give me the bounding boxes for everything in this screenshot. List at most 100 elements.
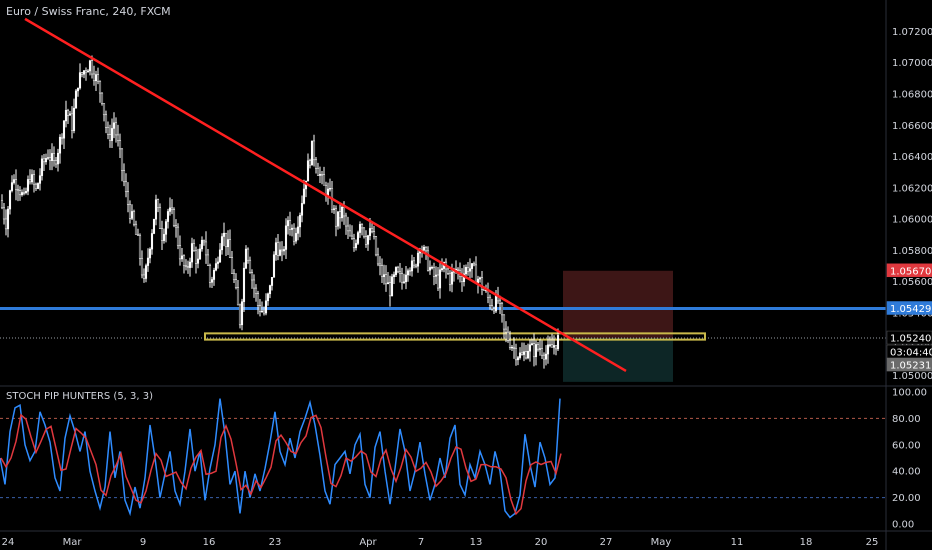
candle-body bbox=[518, 352, 522, 358]
candle-body bbox=[58, 136, 62, 154]
candle-body bbox=[36, 183, 40, 189]
candle-body bbox=[260, 310, 264, 313]
time-tick-label: 9 bbox=[140, 537, 146, 548]
price-tick-label: 1.06400 bbox=[892, 152, 932, 163]
candle-body bbox=[392, 274, 396, 278]
support-zone bbox=[204, 332, 706, 341]
candle-body bbox=[314, 159, 318, 169]
candle-body bbox=[478, 277, 482, 280]
candle-body bbox=[2, 207, 6, 220]
time-tick-label: 24 bbox=[2, 537, 15, 548]
price-tag-label: 1.05670 bbox=[890, 266, 931, 277]
candle-body bbox=[242, 267, 246, 302]
price-tag-label: 03:04:40 bbox=[890, 348, 932, 359]
candle-body bbox=[342, 206, 346, 217]
candle-body bbox=[98, 80, 102, 94]
candle-body bbox=[308, 160, 312, 166]
candle-body bbox=[80, 72, 84, 75]
candle-body bbox=[244, 248, 248, 269]
candle-body bbox=[172, 209, 176, 226]
candle-body bbox=[440, 268, 444, 271]
candle-body bbox=[206, 254, 210, 266]
candle-body bbox=[16, 189, 20, 191]
candle-body bbox=[120, 148, 124, 171]
candle-body bbox=[184, 265, 188, 267]
candle-body bbox=[300, 203, 304, 216]
candle-body bbox=[384, 274, 388, 285]
candle-body bbox=[176, 226, 180, 246]
price-tick-label: 1.06800 bbox=[892, 89, 932, 100]
candle-body bbox=[354, 243, 358, 249]
price-tick-label: 1.05600 bbox=[892, 277, 932, 288]
candle-body bbox=[112, 122, 116, 129]
candle-body bbox=[344, 215, 348, 227]
candle-body bbox=[186, 266, 190, 268]
candle-body bbox=[404, 274, 408, 283]
stoch-tick-label: 20.00 bbox=[892, 493, 921, 504]
candle-body bbox=[510, 346, 514, 349]
candle-body bbox=[62, 120, 66, 139]
candle-body bbox=[126, 191, 130, 205]
candle-body bbox=[352, 238, 356, 249]
candle-body bbox=[400, 273, 404, 283]
candle-body bbox=[236, 287, 240, 306]
candle-body bbox=[224, 232, 228, 248]
candle-body bbox=[410, 260, 414, 272]
candle-body bbox=[64, 110, 68, 122]
candle-body bbox=[92, 73, 96, 82]
candle-body bbox=[82, 70, 86, 75]
candle-body bbox=[226, 239, 230, 248]
candle-body bbox=[212, 269, 216, 280]
candle-body bbox=[290, 227, 294, 230]
candle-body bbox=[292, 227, 296, 242]
candle-body bbox=[424, 246, 428, 252]
candle-body bbox=[22, 192, 26, 194]
candle-body bbox=[142, 274, 146, 279]
candle-body bbox=[130, 211, 134, 219]
candle-body bbox=[360, 224, 364, 229]
candle-body bbox=[72, 107, 76, 131]
candle-body bbox=[512, 346, 516, 349]
candle-body bbox=[88, 60, 92, 72]
candle-body bbox=[312, 140, 316, 161]
candle-body bbox=[302, 188, 306, 204]
time-tick-label: May bbox=[651, 537, 672, 548]
candle-body bbox=[430, 267, 434, 269]
candle-body bbox=[152, 218, 156, 234]
candle-body bbox=[506, 331, 510, 341]
candle-body bbox=[482, 288, 486, 291]
candle-body bbox=[106, 127, 110, 135]
candle-body bbox=[414, 264, 418, 267]
candle-body bbox=[198, 248, 202, 260]
candle-body bbox=[240, 301, 244, 326]
candle-body bbox=[408, 270, 412, 272]
candle-body bbox=[204, 241, 208, 256]
downtrend-line bbox=[24, 17, 627, 372]
candle-body bbox=[514, 348, 518, 361]
time-tick-label: 16 bbox=[203, 537, 216, 548]
candle-body bbox=[38, 175, 42, 184]
candle-body bbox=[446, 268, 450, 274]
stoch-tick-label: 0.00 bbox=[892, 520, 914, 531]
candle-body bbox=[34, 183, 38, 189]
candle-body bbox=[208, 265, 212, 283]
time-tick-label: 7 bbox=[418, 537, 424, 548]
candle-body bbox=[54, 160, 58, 165]
candle-body bbox=[394, 267, 398, 275]
candle-body bbox=[190, 243, 194, 263]
candle-body bbox=[128, 204, 132, 219]
candle-body bbox=[472, 263, 476, 266]
candle-body bbox=[456, 268, 460, 271]
candle-body bbox=[386, 282, 390, 285]
price-tag bbox=[886, 330, 932, 345]
candle-body bbox=[108, 134, 112, 141]
candle-body bbox=[548, 344, 552, 346]
candle-body bbox=[86, 70, 90, 73]
candle-body bbox=[134, 223, 138, 235]
candle-body bbox=[504, 328, 508, 333]
candle-body bbox=[8, 190, 12, 210]
time-tick-label: 25 bbox=[866, 537, 879, 548]
candle-body bbox=[24, 191, 28, 194]
